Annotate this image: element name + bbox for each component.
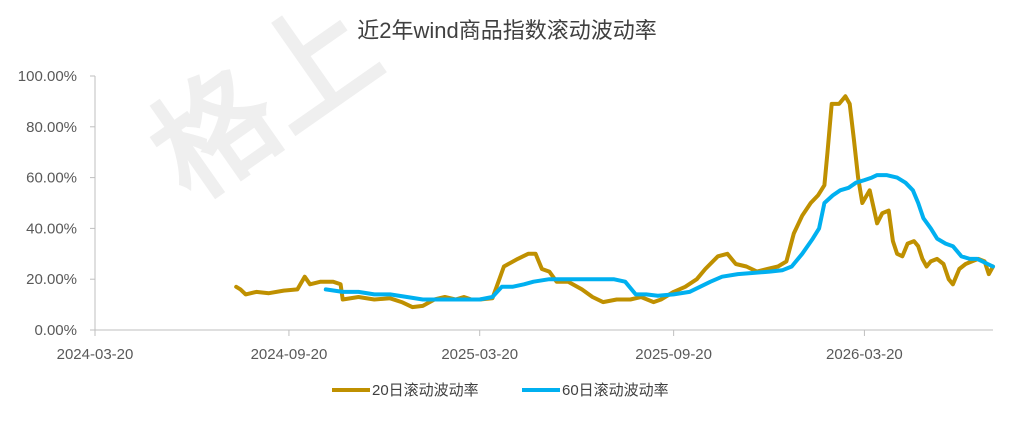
series-lines	[234, 94, 995, 310]
x-tick-label: 2025-03-20	[441, 346, 518, 363]
legend-label-2: 60日滚动波动率	[562, 382, 669, 399]
y-tick-label: 60.00%	[26, 170, 77, 187]
chart-title: 近2年wind商品指数滚动波动率	[357, 18, 656, 43]
legend-label-1: 20日滚动波动率	[372, 382, 479, 399]
legend: 20日滚动波动率 60日滚动波动率	[332, 382, 669, 399]
series-line-1	[234, 94, 995, 310]
y-tick-label: 20.00%	[26, 271, 77, 288]
y-tick-label: 40.00%	[26, 220, 77, 237]
y-tick-label: 100.00%	[18, 68, 77, 85]
series-line-2	[323, 173, 995, 302]
y-tick-label: 0.00%	[34, 322, 77, 339]
x-tick-label: 2024-03-20	[57, 346, 134, 363]
axes: 0.00% 20.00% 40.00% 60.00% 80.00% 100.00% 2024…	[18, 68, 993, 363]
x-tick-label: 2025-09-20	[635, 346, 712, 363]
y-tick-label: 80.00%	[26, 119, 77, 136]
x-tick-label: 2026-03-20	[826, 346, 903, 363]
x-tick-label: 2024-09-20	[251, 346, 328, 363]
